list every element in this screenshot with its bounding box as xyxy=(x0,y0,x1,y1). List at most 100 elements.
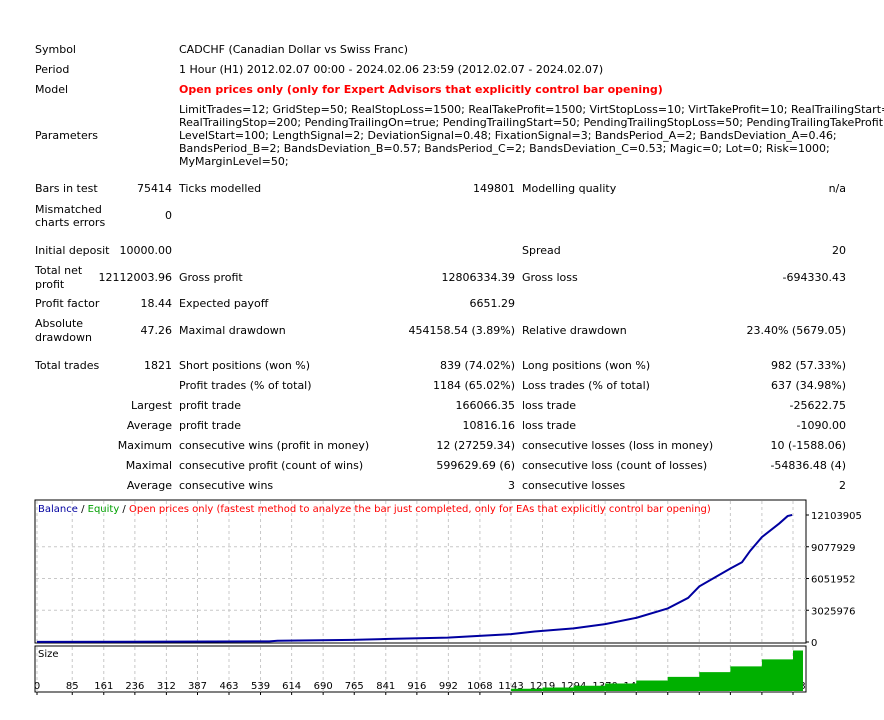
size-area xyxy=(511,650,803,691)
stat-trades-label: Total trades xyxy=(35,359,100,372)
stat-gross-profit: 12806334.39 xyxy=(441,271,515,284)
stat-maxdd-label: Maximal drawdown xyxy=(179,324,286,337)
stat-maximal: Maximal xyxy=(125,459,172,472)
stat-ll: -25622.75 xyxy=(789,399,846,412)
symbol-label: Symbol xyxy=(35,43,76,56)
stat-mcl: 10 (-1588.06) xyxy=(770,439,846,452)
stat-mismatch-label2: charts errors xyxy=(35,216,106,229)
stat-pf: 18.44 xyxy=(140,297,173,310)
stat-absdd-label1: Absolute xyxy=(35,317,84,330)
stat-acw-label: consecutive wins xyxy=(179,479,274,492)
stat-gross-loss-label: Gross loss xyxy=(522,271,578,284)
x-tick-label: 85 xyxy=(66,681,79,692)
x-tick-label: 539 xyxy=(251,681,270,692)
x-tick-label: 992 xyxy=(439,681,458,692)
period-value: 1 Hour (H1) 2012.02.07 00:00 - 2024.02.0… xyxy=(179,63,604,76)
stat-lp: 166066.35 xyxy=(455,399,516,412)
stat-mclc-label: consecutive loss (count of losses) xyxy=(522,459,708,472)
x-tick-label: 916 xyxy=(407,681,426,692)
stat-maxdd: 454158.54 (3.89%) xyxy=(408,324,515,337)
stat-reldd-label: Relative drawdown xyxy=(522,324,627,337)
stat-bars: 75414 xyxy=(137,182,172,195)
x-tick-label: 387 xyxy=(188,681,207,692)
x-tick-label: 0 xyxy=(34,681,40,692)
stat-mcl-label: consecutive losses (loss in money) xyxy=(522,439,714,452)
stat-mismatch-label1: Mismatched xyxy=(35,203,102,216)
stat-average: Average xyxy=(126,419,172,432)
stat-mcp: 599629.69 (6) xyxy=(436,459,515,472)
stat-lt: 637 (34.98%) xyxy=(770,379,846,392)
stat-spread-label: Spread xyxy=(522,244,561,257)
stat-ap: 10816.16 xyxy=(462,419,516,432)
parameters-line: BandsPeriod_B=2; BandsDeviation_B=0.57; … xyxy=(179,142,830,155)
stat-mcw-label: consecutive wins (profit in money) xyxy=(179,439,370,452)
stat-netprofit: 12112003.96 xyxy=(98,271,172,284)
stat-lp-label: profit trade xyxy=(179,399,242,412)
stat-ap-label: profit trade xyxy=(179,419,242,432)
y-tick-label: 9077929 xyxy=(811,543,856,554)
stat-short: 839 (74.02%) xyxy=(439,359,515,372)
x-tick-label: 841 xyxy=(376,681,395,692)
stat-pt-label: Profit trades (% of total) xyxy=(179,379,312,392)
stat-payoff-label: Expected payoff xyxy=(179,297,269,310)
stat-mclc: -54836.48 (4) xyxy=(770,459,846,472)
stat-acl-label: consecutive losses xyxy=(522,479,626,492)
stat-acw: 3 xyxy=(508,479,515,492)
x-tick-label: 1143 xyxy=(498,681,523,692)
parameters-label: Parameters xyxy=(35,129,98,142)
x-tick-label: 1219 xyxy=(530,681,555,692)
stat-long: 982 (57.33%) xyxy=(770,359,846,372)
parameters-line: RealTrailingStop=200; PendingTrailingOn=… xyxy=(179,116,884,129)
parameters-line: LimitTrades=12; GridStep=50; RealStopLos… xyxy=(179,103,884,116)
stat-mismatch: 0 xyxy=(165,209,172,222)
x-tick-label: 236 xyxy=(125,681,144,692)
legend-sep2: / xyxy=(119,504,129,515)
parameters-line: LevelStart=100; LengthSignal=2; Deviatio… xyxy=(179,129,837,142)
stat-bars-label: Bars in test xyxy=(35,182,98,195)
legend-note: Open prices only (fastest method to anal… xyxy=(129,504,711,515)
model-label: Model xyxy=(35,83,69,96)
stat-ticks: 149801 xyxy=(473,182,515,195)
stat-absdd: 47.26 xyxy=(140,324,173,337)
y-tick-label: 12103905 xyxy=(811,511,862,522)
stat-long-label: Long positions (won %) xyxy=(522,359,651,372)
x-tick-label: 463 xyxy=(219,681,238,692)
stat-reldd: 23.40% (5679.05) xyxy=(746,324,846,337)
stat-gross-loss: -694330.43 xyxy=(782,271,846,284)
size-label: Size xyxy=(38,649,59,660)
y-tick-label: 0 xyxy=(811,638,817,649)
chart-legend: Balance / Equity / Open prices only (fas… xyxy=(38,504,711,515)
x-tick-label: 161 xyxy=(94,681,113,692)
stat-mcw: 12 (27259.34) xyxy=(436,439,515,452)
stat-quality: n/a xyxy=(828,182,846,195)
stat-acl: 2 xyxy=(839,479,846,492)
legend-equity: Equity xyxy=(88,504,120,515)
x-tick-label: 312 xyxy=(157,681,176,692)
x-tick-label: 1068 xyxy=(467,681,492,692)
y-tick-label: 3025976 xyxy=(811,606,856,617)
symbol-value: CADCHF (Canadian Dollar vs Swiss Franc) xyxy=(179,43,409,56)
stat-average2: Average xyxy=(126,479,172,492)
stat-gross-profit-label: Gross profit xyxy=(179,271,243,284)
period-label: Period xyxy=(35,63,70,76)
stat-pt: 1184 (65.02%) xyxy=(432,379,515,392)
balance-line xyxy=(36,513,793,643)
stat-deposit: 10000.00 xyxy=(119,244,173,257)
y-tick-label: 6051952 xyxy=(811,575,856,586)
stat-largest: Largest xyxy=(131,399,172,412)
stat-absdd-label2: drawdown xyxy=(35,331,92,344)
stat-spread: 20 xyxy=(832,244,846,257)
stat-pf-label: Profit factor xyxy=(35,297,100,310)
stat-payoff: 6651.29 xyxy=(469,297,516,310)
x-tick-label: 690 xyxy=(314,681,333,692)
stat-short-label: Short positions (won %) xyxy=(179,359,311,372)
stat-deposit-label: Initial deposit xyxy=(35,244,110,257)
parameters-line: MyMarginLevel=50; xyxy=(179,155,289,168)
legend-sep1: / xyxy=(78,504,88,515)
stat-ll-label: loss trade xyxy=(522,399,577,412)
x-tick-label: 614 xyxy=(282,681,301,692)
stat-quality-label: Modelling quality xyxy=(522,182,617,195)
x-tick-label: 765 xyxy=(345,681,364,692)
legend-balance: Balance xyxy=(38,504,78,515)
